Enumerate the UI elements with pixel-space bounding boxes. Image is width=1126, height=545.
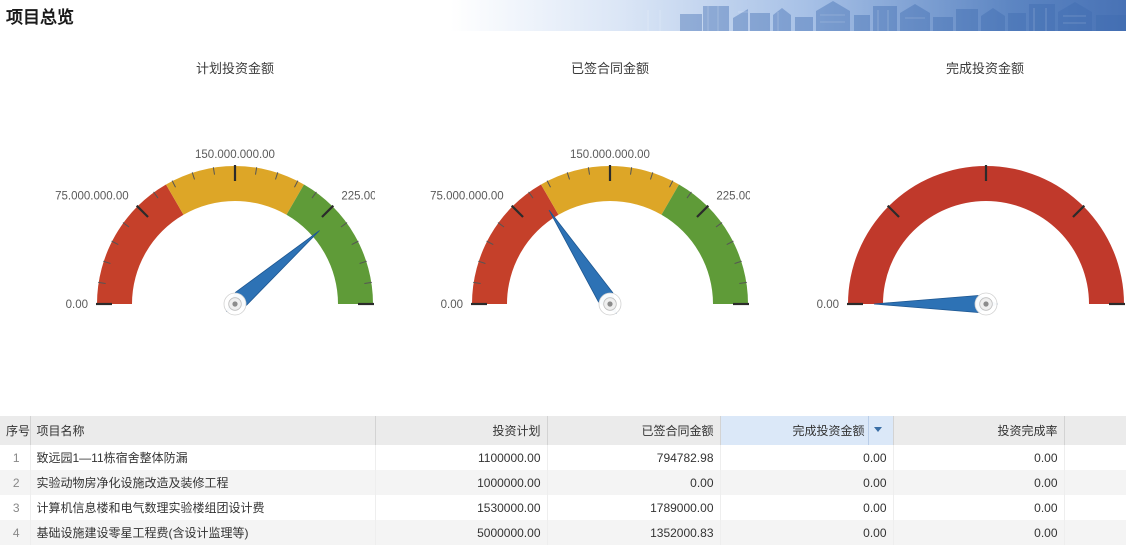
svg-text:0.00: 0.00: [817, 299, 839, 311]
svg-text:0.00: 0.00: [441, 299, 463, 311]
svg-text:150.000.000.00: 150.000.000.00: [570, 149, 650, 161]
svg-text:225.000.000.00: 225.000.000.00: [341, 191, 375, 203]
svg-text:150.000.000.00: 150.000.000.00: [195, 149, 275, 161]
svg-text:75.000.000.00: 75.000.000.00: [55, 191, 129, 203]
svg-text:75.000.000.00: 75.000.000.00: [430, 191, 504, 203]
svg-text:225.000.000.00: 225.000.000.00: [716, 191, 750, 203]
svg-text:0.00: 0.00: [66, 299, 88, 311]
